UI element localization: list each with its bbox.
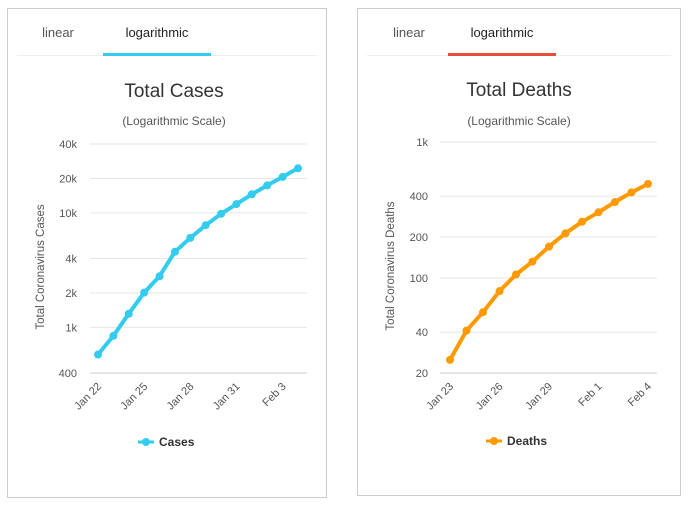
x-tick-label: Feb 4 [626,381,654,409]
tab-logarithmic[interactable]: logarithmic [448,25,556,56]
tab-logarithmic[interactable]: logarithmic [103,25,211,56]
tab-linear[interactable]: linear [393,25,425,40]
x-tick-label: Jan 23 [424,381,456,413]
y-tick-label: 10k [59,208,77,220]
data-point[interactable] [446,355,454,364]
data-point[interactable] [594,208,603,217]
y-tick-label: 4k [65,254,77,266]
y-tick-label: 1k [65,322,77,334]
x-tick-label: Feb 3 [260,381,288,409]
data-point[interactable] [155,272,164,281]
legend-marker-cases [142,438,150,446]
y-axis-labels: 20 40 100 200 400 1k [410,137,429,380]
data-point[interactable] [278,172,287,181]
data-point[interactable] [545,242,553,251]
y-tick-label: 400 [410,191,428,203]
data-point[interactable] [611,198,619,207]
deaths-chart-panel: linear logarithmic Total Deaths (Logarit… [357,8,681,496]
data-point[interactable] [109,331,118,340]
tab-logarithmic-label: logarithmic [125,25,189,40]
chart-title: Total Cases [124,81,223,102]
chart-title: Total Deaths [466,80,572,101]
y-tick-label: 100 [410,273,428,285]
gridlines [440,141,657,374]
x-tick-label: Jan 22 [72,381,104,413]
x-axis-labels: Jan 23 Jan 26 Jan 29 Feb 1 Feb 4 [424,381,654,413]
data-point[interactable] [232,200,241,209]
data-point[interactable] [140,288,149,297]
data-point[interactable] [294,164,302,173]
data-point[interactable] [479,308,487,317]
y-axis-title: Total Coronavirus Cases [35,204,47,330]
legend[interactable]: Deaths [486,434,547,448]
tab-logarithmic-label: logarithmic [470,25,534,40]
x-tick-label: Jan 26 [474,381,506,413]
series-line[interactable] [448,181,650,362]
data-point[interactable] [94,350,102,359]
data-point[interactable] [528,257,537,266]
y-tick-label: 1k [416,137,428,149]
legend-marker-deaths [490,437,498,445]
data-point[interactable] [627,188,636,197]
data-point[interactable] [561,229,570,238]
legend-label-cases[interactable]: Cases [159,435,195,449]
deaths-chart: Total Deaths (Logarithmic Scale) Total C… [385,80,657,448]
data-point[interactable] [247,190,256,199]
series-line[interactable] [96,166,300,357]
y-tick-label: 200 [410,232,428,244]
x-axis-labels: Jan 22 Jan 25 Jan 28 Jan 31 Feb 3 [72,381,288,413]
cases-chart-panel: linear logarithmic Total Cases (Logarith… [7,8,327,498]
tab-linear[interactable]: linear [42,25,74,40]
y-tick-label: 20k [59,173,77,185]
deaths-series[interactable] [446,179,652,364]
legend-label-deaths[interactable]: Deaths [507,434,547,448]
cases-chart: Total Cases (Logarithmic Scale) Total Co… [35,81,307,449]
active-tab-indicator [103,53,211,56]
data-point[interactable] [495,287,504,296]
y-tick-label: 400 [59,368,77,380]
legend[interactable]: Cases [138,435,195,449]
scale-tabs: linear logarithmic [17,9,317,56]
data-point[interactable] [644,179,652,188]
x-tick-label: Jan 28 [165,381,197,413]
data-point[interactable] [170,247,179,256]
data-point[interactable] [201,221,210,230]
y-axis-title: Total Coronavirus Deaths [385,201,397,330]
x-tick-label: Jan 31 [211,381,243,413]
data-point[interactable] [217,209,226,218]
cases-series[interactable] [94,164,302,359]
y-tick-label: 20 [416,368,428,380]
active-tab-indicator [448,53,556,56]
chart-subtitle: (Logarithmic Scale) [467,114,570,128]
data-point[interactable] [578,217,586,226]
data-point[interactable] [263,181,272,190]
x-tick-label: Jan 29 [523,381,555,413]
y-axis-labels: 400 1k 2k 4k 10k 20k 40k [59,139,78,380]
data-point[interactable] [462,326,471,335]
data-point[interactable] [186,233,195,242]
chart-subtitle: (Logarithmic Scale) [122,114,225,128]
y-tick-label: 2k [65,288,77,300]
x-tick-label: Feb 1 [576,381,604,409]
x-tick-label: Jan 25 [118,381,150,413]
data-point[interactable] [124,309,133,318]
data-point[interactable] [512,270,520,279]
y-tick-label: 40k [59,139,77,151]
y-tick-label: 40 [416,327,428,339]
gridlines [90,143,307,374]
scale-tabs: linear logarithmic [367,9,671,56]
